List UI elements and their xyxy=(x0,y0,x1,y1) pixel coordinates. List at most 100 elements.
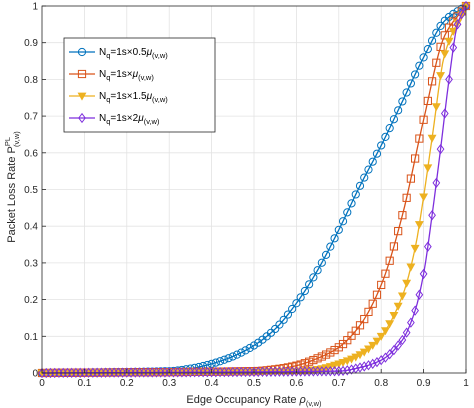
data-point xyxy=(402,193,411,202)
legend-label: Nq=1s×2μ(v,w) xyxy=(99,113,160,126)
data-point xyxy=(444,23,454,32)
data-point xyxy=(411,305,419,316)
data-point xyxy=(432,177,441,189)
data-point xyxy=(385,320,395,329)
data-point xyxy=(351,326,360,335)
data-point xyxy=(296,293,305,302)
data-point xyxy=(419,268,428,280)
data-point xyxy=(283,310,293,319)
y-axis-label-sup: PL xyxy=(3,137,12,146)
x-tick-label: 0.5 xyxy=(247,378,261,389)
x-axis-label: Edge Occupancy Rate ρ(v,w) xyxy=(186,394,322,408)
data-point xyxy=(372,337,382,346)
x-tick-label: 0.6 xyxy=(289,378,303,389)
data-point xyxy=(254,338,263,347)
data-point xyxy=(355,181,365,190)
legend-label-part: q xyxy=(106,73,110,82)
data-point xyxy=(351,190,360,199)
data-point xyxy=(397,292,407,301)
legend-label-part: μ xyxy=(137,113,144,124)
data-point xyxy=(211,358,220,367)
data-point xyxy=(300,286,309,296)
data-point xyxy=(381,269,390,278)
y-axis-ticks: 0 0.1 0.2 0.3 0.4 0.5 0.6 0.7 0.8 0.9 1 xyxy=(24,2,46,380)
data-point xyxy=(389,115,399,124)
data-point xyxy=(423,164,433,173)
data-point xyxy=(449,42,458,53)
legend-label-part: q xyxy=(106,117,110,126)
data-point xyxy=(419,53,428,62)
data-point xyxy=(406,174,415,183)
x-tick-label: 0.3 xyxy=(162,378,176,389)
legend-label-part: N xyxy=(99,47,106,58)
data-point xyxy=(360,361,369,372)
data-point xyxy=(347,199,356,208)
data-point xyxy=(326,242,335,251)
x-tick-label: 0.8 xyxy=(374,378,388,389)
data-point xyxy=(359,348,369,357)
y-tick-label: 0.6 xyxy=(24,148,38,159)
data-point xyxy=(406,79,415,88)
data-point xyxy=(440,50,450,59)
data-point xyxy=(423,96,432,106)
data-point xyxy=(376,332,386,341)
legend: Nq=1s×0.5μ(v,w)Nq=1s×μ(v,w)Nq=1s×1.5μ(v,… xyxy=(63,37,216,133)
y-tick-label: 0 xyxy=(32,369,38,380)
legend-label-part: (v,w) xyxy=(152,51,168,60)
data-point xyxy=(419,115,428,124)
legend-label-part: =1s×1.5 xyxy=(110,91,147,102)
data-point xyxy=(440,31,449,40)
data-point xyxy=(288,304,297,314)
x-tick-label: 0.9 xyxy=(417,378,431,389)
data-point xyxy=(271,324,280,334)
data-point xyxy=(390,345,398,356)
data-point xyxy=(360,314,369,324)
legend-label-part: =1s×0.5 xyxy=(110,47,147,58)
x-tick-label: 0.2 xyxy=(120,378,134,389)
data-point xyxy=(313,354,322,363)
legend-label-part: =1s×2 xyxy=(110,113,138,124)
data-point xyxy=(334,225,343,234)
data-point xyxy=(385,349,394,360)
legend-item-4: Nq=1s×2μ(v,w) xyxy=(69,112,160,126)
data-point xyxy=(385,124,394,133)
data-point xyxy=(377,280,386,290)
data-point xyxy=(249,341,259,350)
legend-label-part: μ xyxy=(146,47,153,58)
data-point xyxy=(389,242,399,251)
data-point xyxy=(347,331,356,340)
data-point xyxy=(309,355,318,365)
data-point xyxy=(431,103,441,112)
data-point xyxy=(394,106,403,115)
data-point xyxy=(414,221,424,230)
data-point xyxy=(347,364,356,375)
data-point xyxy=(436,21,445,30)
data-point xyxy=(368,299,377,308)
legend-item-2: Nq=1s×μ(v,w) xyxy=(69,69,154,82)
data-point xyxy=(423,45,432,54)
data-point xyxy=(317,258,326,267)
data-point xyxy=(436,72,446,81)
data-point xyxy=(215,357,225,366)
data-point xyxy=(364,307,373,316)
data-point xyxy=(427,77,437,86)
x-tick-label: 0.4 xyxy=(205,378,219,389)
data-point xyxy=(402,327,411,338)
y-tick-label: 0.5 xyxy=(24,185,38,196)
data-point xyxy=(355,351,365,360)
data-point xyxy=(448,27,458,36)
data-point xyxy=(398,334,407,346)
data-point xyxy=(245,343,254,353)
data-point xyxy=(338,217,348,226)
legend-label-part: q xyxy=(106,51,110,60)
data-point xyxy=(432,58,441,67)
data-point xyxy=(343,336,352,345)
data-point xyxy=(317,352,326,361)
data-point xyxy=(440,108,449,119)
data-point xyxy=(457,8,466,20)
data-point xyxy=(415,289,424,300)
legend-marker xyxy=(78,112,86,124)
data-point xyxy=(444,12,454,22)
data-point xyxy=(398,97,407,106)
